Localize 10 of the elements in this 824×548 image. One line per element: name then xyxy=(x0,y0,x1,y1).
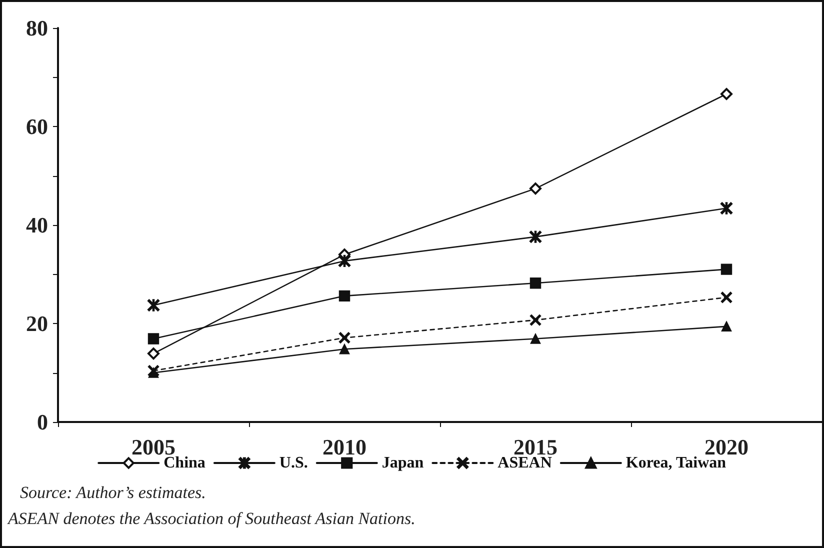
legend-label: Japan xyxy=(382,454,424,472)
text: ASEAN denotes the Association of Southeast Asian Nations. xyxy=(7,509,416,528)
legend-label: U.S. xyxy=(279,454,308,472)
y-tick-label: 0 xyxy=(37,410,48,434)
source-note: Source: Author’s estimates. xyxy=(20,483,206,502)
y-tick-label: 40 xyxy=(26,212,48,238)
x-tick-label: 2010 xyxy=(322,434,366,460)
y-tick-label: 80 xyxy=(26,16,48,40)
y-tick-label: 60 xyxy=(26,114,48,139)
y-tick-label: 20 xyxy=(26,311,48,336)
